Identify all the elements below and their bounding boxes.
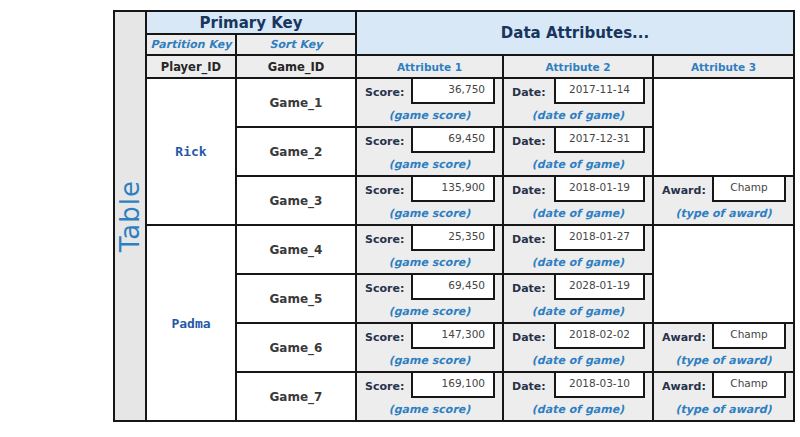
header-row-3: Player_ID Game_ID Attribute 1 Attribute …: [114, 55, 794, 78]
score-caption: (game score): [357, 401, 502, 419]
score-cell: Score: 69,450 (game score): [356, 127, 503, 176]
award-label: Award:: [654, 177, 712, 204]
score-caption: (game score): [357, 156, 502, 174]
award-label: Award:: [654, 324, 712, 351]
date-caption: (date of game): [504, 107, 652, 125]
attribute3-empty-cell: [653, 78, 794, 176]
game-id-cell: Game_5: [236, 274, 356, 323]
date-caption: (date of game): [504, 303, 652, 321]
sort-key-header: Sort Key: [236, 34, 356, 55]
date-label: Date:: [504, 177, 554, 204]
score-value: 135,900: [411, 177, 495, 202]
date-value: 2018-03-10: [554, 373, 645, 398]
player-cell-padma: Padma: [146, 225, 236, 421]
score-cell: Score: 36,750 (game score): [356, 78, 503, 127]
partition-key-header: Partition Key: [146, 34, 236, 55]
game-id-cell: Game_1: [236, 78, 356, 127]
score-value: 36,750: [411, 79, 495, 104]
date-value: 2018-02-02: [554, 324, 645, 349]
award-value: Champ: [712, 373, 786, 398]
score-cell: Score: 69,450 (game score): [356, 274, 503, 323]
score-cell: Score: 135,900 (game score): [356, 176, 503, 225]
date-cell: Date: 2017-12-31 (date of game): [503, 127, 653, 176]
game-id-cell: Game_4: [236, 225, 356, 274]
header-row-1: Table Primary Key Data Attributes...: [114, 11, 794, 34]
score-value: 69,450: [411, 275, 495, 300]
diagram-canvas: Table Primary Key Data Attributes... Par…: [0, 0, 800, 437]
date-value: 2018-01-19: [554, 177, 645, 202]
date-cell: Date: 2018-01-27 (date of game): [503, 225, 653, 274]
date-label: Date:: [504, 324, 554, 351]
score-value: 25,350: [411, 226, 495, 251]
score-label: Score:: [357, 324, 411, 351]
table-label: Table: [117, 180, 143, 252]
score-value: 69,450: [411, 128, 495, 153]
game-id-cell: Game_2: [236, 127, 356, 176]
date-label: Date:: [504, 226, 554, 253]
date-cell: Date: 2018-01-19 (date of game): [503, 176, 653, 225]
score-caption: (game score): [357, 352, 502, 370]
award-caption: (type of award): [654, 352, 793, 370]
date-value: 2017-11-14: [554, 79, 645, 104]
score-label: Score:: [357, 373, 411, 400]
game-id-cell: Game_7: [236, 372, 356, 421]
date-value: 2018-01-27: [554, 226, 645, 251]
score-cell: Score: 147,300 (game score): [356, 323, 503, 372]
date-label: Date:: [504, 373, 554, 400]
attribute3-empty-cell: [653, 225, 794, 323]
attribute-1-header: Attribute 1: [356, 55, 503, 78]
date-caption: (date of game): [504, 205, 652, 223]
table-row: Padma Game_4 Score: 25,350 (game score) …: [114, 225, 794, 274]
date-label: Date:: [504, 275, 554, 302]
attribute-3-header: Attribute 3: [653, 55, 794, 78]
primary-key-header: Primary Key: [146, 11, 356, 34]
score-caption: (game score): [357, 254, 502, 272]
data-attributes-header: Data Attributes...: [356, 11, 794, 55]
score-value: 147,300: [411, 324, 495, 349]
award-cell: Award: Champ (type of award): [653, 323, 794, 372]
date-caption: (date of game): [504, 254, 652, 272]
score-label: Score:: [357, 79, 411, 106]
player-id-header: Player_ID: [146, 55, 236, 78]
score-label: Score:: [357, 177, 411, 204]
score-caption: (game score): [357, 107, 502, 125]
award-caption: (type of award): [654, 205, 793, 223]
date-label: Date:: [504, 79, 554, 106]
score-cell: Score: 25,350 (game score): [356, 225, 503, 274]
dynamodb-table-diagram: Table Primary Key Data Attributes... Par…: [113, 10, 795, 422]
score-label: Score:: [357, 275, 411, 302]
game-id-cell: Game_6: [236, 323, 356, 372]
date-value: 2017-12-31: [554, 128, 645, 153]
score-value: 169,100: [411, 373, 495, 398]
score-cell: Score: 169,100 (game score): [356, 372, 503, 421]
attribute-2-header: Attribute 2: [503, 55, 653, 78]
date-cell: Date: 2018-03-10 (date of game): [503, 372, 653, 421]
game-id-cell: Game_3: [236, 176, 356, 225]
score-label: Score:: [357, 128, 411, 155]
date-caption: (date of game): [504, 156, 652, 174]
date-label: Date:: [504, 128, 554, 155]
award-cell: Award: Champ (type of award): [653, 372, 794, 421]
date-cell: Date: 2028-01-19 (date of game): [503, 274, 653, 323]
game-id-header: Game_ID: [236, 55, 356, 78]
award-label: Award:: [654, 373, 712, 400]
date-value: 2028-01-19: [554, 275, 645, 300]
score-caption: (game score): [357, 303, 502, 321]
score-caption: (game score): [357, 205, 502, 223]
award-caption: (type of award): [654, 401, 793, 419]
date-cell: Date: 2018-02-02 (date of game): [503, 323, 653, 372]
table-strip-cell: Table: [114, 11, 146, 421]
award-value: Champ: [712, 177, 786, 202]
player-cell-rick: Rick: [146, 78, 236, 225]
score-label: Score:: [357, 226, 411, 253]
date-cell: Date: 2017-11-14 (date of game): [503, 78, 653, 127]
table-row: Rick Game_1 Score: 36,750 (game score) D…: [114, 78, 794, 127]
date-caption: (date of game): [504, 352, 652, 370]
award-cell: Award: Champ (type of award): [653, 176, 794, 225]
date-caption: (date of game): [504, 401, 652, 419]
award-value: Champ: [712, 324, 786, 349]
